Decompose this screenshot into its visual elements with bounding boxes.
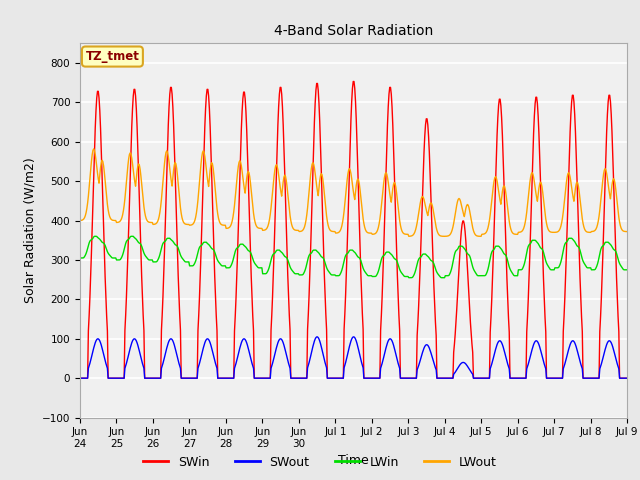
LWout bbox=[421, 200, 429, 205]
LWin bbox=[441, 275, 449, 281]
SWin bbox=[349, 79, 357, 84]
SWout bbox=[421, 344, 429, 349]
LWout bbox=[623, 228, 631, 234]
LWout bbox=[198, 149, 206, 155]
LWin bbox=[623, 267, 631, 273]
LWout bbox=[143, 217, 151, 223]
SWin bbox=[76, 375, 84, 381]
SWin bbox=[142, 375, 150, 381]
SWin bbox=[86, 295, 93, 300]
SWout bbox=[623, 375, 631, 381]
SWin bbox=[623, 375, 631, 381]
SWout bbox=[227, 375, 234, 381]
SWout bbox=[142, 375, 150, 381]
SWin bbox=[437, 375, 445, 381]
SWin bbox=[198, 224, 205, 230]
LWout bbox=[90, 146, 97, 152]
LWin bbox=[76, 255, 84, 261]
SWout bbox=[313, 334, 321, 340]
LWout bbox=[76, 217, 84, 223]
Title: 4-Band Solar Radiation: 4-Band Solar Radiation bbox=[274, 24, 433, 38]
SWout bbox=[86, 360, 93, 366]
SWin bbox=[227, 375, 234, 381]
SWout bbox=[198, 351, 205, 357]
LWin bbox=[228, 262, 236, 268]
Text: TZ_tmet: TZ_tmet bbox=[86, 50, 140, 63]
Y-axis label: Solar Radiation (W/m2): Solar Radiation (W/m2) bbox=[23, 157, 36, 303]
LWin bbox=[437, 275, 445, 280]
LWout bbox=[228, 221, 236, 227]
Line: SWin: SWin bbox=[80, 82, 627, 378]
LWout bbox=[437, 233, 445, 239]
LWin bbox=[91, 233, 99, 239]
Line: LWout: LWout bbox=[80, 149, 627, 236]
SWout bbox=[76, 375, 84, 381]
SWin bbox=[421, 133, 429, 139]
SWout bbox=[437, 375, 445, 381]
Legend: SWin, SWout, LWin, LWout: SWin, SWout, LWin, LWout bbox=[138, 451, 502, 474]
LWout bbox=[86, 176, 93, 182]
LWin bbox=[86, 238, 93, 244]
LWin bbox=[421, 251, 429, 257]
LWin bbox=[143, 255, 151, 261]
X-axis label: Time: Time bbox=[338, 455, 369, 468]
Line: SWout: SWout bbox=[80, 337, 627, 378]
LWin bbox=[198, 241, 206, 247]
Line: LWin: LWin bbox=[80, 236, 627, 278]
LWout bbox=[477, 233, 485, 239]
